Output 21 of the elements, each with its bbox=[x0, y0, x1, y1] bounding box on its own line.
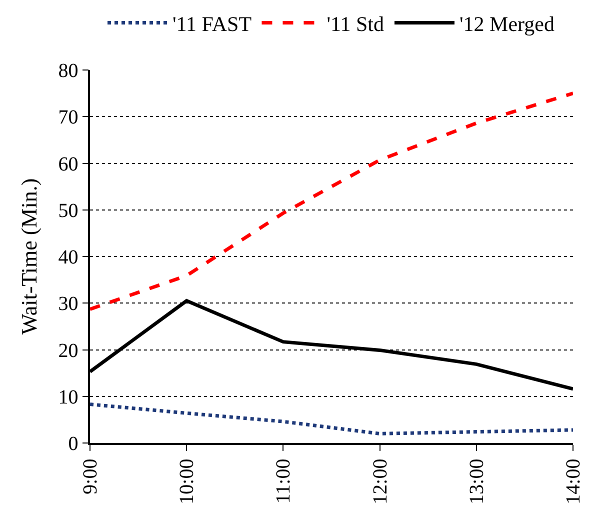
x-tick-label: 10:00 bbox=[176, 458, 198, 504]
x-tick-label: 13:00 bbox=[466, 458, 488, 504]
x-tick-label: 14:00 bbox=[562, 458, 584, 504]
legend-label: '12 Merged bbox=[459, 12, 555, 36]
x-tick-label: 9:00 bbox=[80, 458, 102, 494]
x-tick-label: 11:00 bbox=[272, 458, 295, 504]
y-tick-label: 0 bbox=[68, 433, 78, 455]
legend-label: '11 Std bbox=[326, 12, 384, 36]
y-tick-label: 70 bbox=[58, 106, 78, 129]
legend-label: '11 FAST bbox=[172, 12, 252, 36]
y-tick-label: 10 bbox=[58, 386, 78, 408]
y-tick-label: 40 bbox=[58, 246, 78, 268]
line-series bbox=[90, 92, 573, 311]
line-series bbox=[90, 402, 573, 436]
y-axis-title: Wait-Time (Min.) bbox=[16, 178, 42, 335]
y-tick-label: 30 bbox=[58, 293, 78, 316]
y-tick-label: 60 bbox=[58, 153, 78, 176]
y-tick-label: 20 bbox=[58, 340, 78, 362]
x-tick-label: 12:00 bbox=[369, 458, 392, 504]
y-tick-label: 50 bbox=[58, 200, 78, 222]
y-tick-label: 80 bbox=[58, 60, 78, 82]
